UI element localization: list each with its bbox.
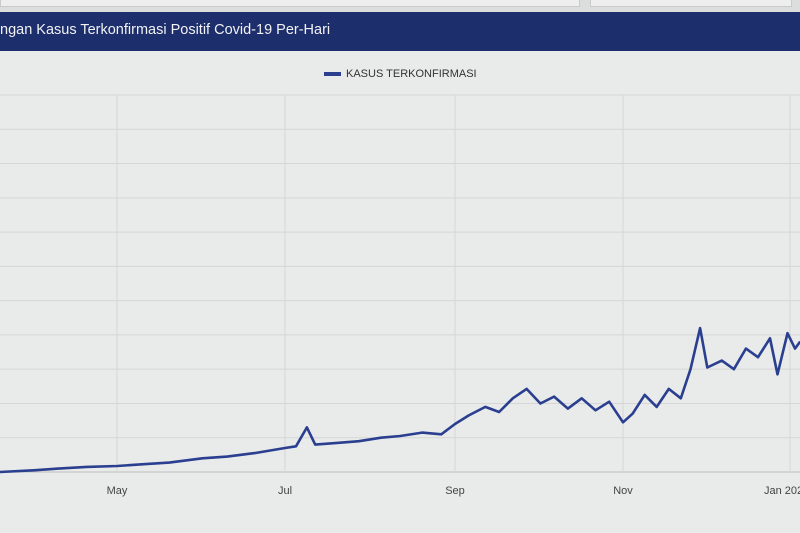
data-point bbox=[776, 373, 779, 376]
data-point bbox=[484, 406, 487, 408]
data-point bbox=[594, 409, 597, 412]
data-point bbox=[643, 394, 646, 396]
data-point bbox=[699, 327, 701, 329]
data-point bbox=[421, 431, 423, 434]
legend-label: KASUS TERKONFIRMASI bbox=[346, 68, 477, 80]
x-tick-label: Nov bbox=[613, 485, 633, 497]
data-point bbox=[553, 395, 555, 398]
filter-box[interactable] bbox=[590, 0, 792, 7]
data-point bbox=[168, 461, 171, 464]
data-point bbox=[608, 400, 611, 403]
legend[interactable]: KASUS TERKONFIRMASI bbox=[324, 68, 477, 80]
data-point bbox=[336, 442, 338, 444]
data-point bbox=[440, 433, 443, 436]
data-point bbox=[253, 452, 256, 454]
data-point bbox=[140, 463, 143, 466]
data-point bbox=[794, 347, 796, 350]
legend-swatch bbox=[324, 72, 341, 76]
data-point bbox=[757, 356, 759, 358]
data-point bbox=[116, 465, 118, 467]
data-point bbox=[512, 397, 514, 400]
filter-box[interactable] bbox=[0, 0, 580, 7]
data-point bbox=[306, 426, 308, 429]
data-point bbox=[721, 359, 723, 362]
data-point bbox=[525, 388, 528, 390]
data-point bbox=[454, 423, 456, 425]
data-point bbox=[32, 469, 35, 472]
data-point bbox=[680, 397, 682, 400]
data-point bbox=[667, 388, 670, 390]
data-point bbox=[498, 411, 500, 413]
x-tick-label: May bbox=[107, 485, 128, 497]
data-point bbox=[0, 471, 1, 473]
data-point bbox=[399, 435, 401, 437]
x-tick-label: Jan 2021 bbox=[764, 485, 800, 497]
data-point bbox=[580, 397, 583, 400]
data-point bbox=[567, 407, 569, 410]
data-point bbox=[358, 440, 360, 442]
data-point bbox=[467, 414, 470, 417]
x-tick-label: Sep bbox=[445, 485, 465, 497]
data-point bbox=[226, 455, 228, 458]
x-tick-label: Jul bbox=[278, 485, 292, 497]
data-point bbox=[539, 402, 542, 405]
data-point bbox=[622, 421, 624, 424]
data-point bbox=[706, 366, 709, 369]
data-point bbox=[201, 457, 204, 460]
data-point bbox=[631, 412, 634, 415]
data-point bbox=[745, 347, 747, 350]
data-point bbox=[284, 447, 286, 449]
data-point bbox=[769, 337, 771, 340]
data-point bbox=[57, 467, 60, 470]
data-point bbox=[689, 368, 692, 370]
data-point bbox=[85, 466, 88, 468]
series-line-kasus-terkonfirmasi bbox=[0, 326, 800, 474]
data-point bbox=[786, 332, 789, 334]
data-point bbox=[380, 436, 382, 439]
data-point bbox=[295, 445, 297, 448]
chart-title: ngan Kasus Terkonfirmasi Positif Covid-1… bbox=[0, 22, 331, 38]
data-point bbox=[733, 368, 735, 370]
chart-header: ngan Kasus Terkonfirmasi Positif Covid-1… bbox=[0, 12, 800, 51]
top-strip bbox=[0, 0, 800, 12]
data-point bbox=[655, 406, 658, 408]
data-point bbox=[314, 443, 316, 446]
